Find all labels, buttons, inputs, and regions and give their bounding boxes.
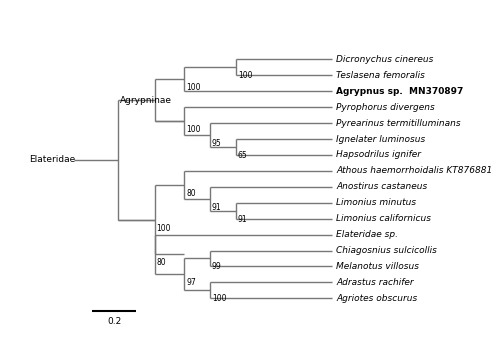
Text: Teslasena femoralis: Teslasena femoralis xyxy=(336,71,425,80)
Text: 91: 91 xyxy=(212,203,222,212)
Text: 99: 99 xyxy=(212,262,222,272)
Text: Pyrearinus termitilluminans: Pyrearinus termitilluminans xyxy=(336,119,461,127)
Text: 80: 80 xyxy=(186,189,196,198)
Text: 80: 80 xyxy=(156,258,166,268)
Text: 100: 100 xyxy=(212,294,226,303)
Text: Elateridae: Elateridae xyxy=(29,155,76,164)
Text: Hapsodrilus ignifer: Hapsodrilus ignifer xyxy=(336,151,422,159)
Text: Anostirus castaneus: Anostirus castaneus xyxy=(336,182,428,191)
Text: Chiagosnius sulcicollis: Chiagosnius sulcicollis xyxy=(336,246,437,255)
Text: 100: 100 xyxy=(186,125,200,134)
Text: Ignelater luminosus: Ignelater luminosus xyxy=(336,135,426,143)
Text: 0.2: 0.2 xyxy=(107,317,122,327)
Text: Athous haemorrhoidalis KT876881: Athous haemorrhoidalis KT876881 xyxy=(336,167,492,175)
Text: Agrypnus sp.  MN370897: Agrypnus sp. MN370897 xyxy=(336,87,464,96)
Text: Agrypninae: Agrypninae xyxy=(120,96,172,105)
Text: 95: 95 xyxy=(212,139,222,148)
Text: Dicronychus cinereus: Dicronychus cinereus xyxy=(336,55,434,64)
Text: Agriotes obscurus: Agriotes obscurus xyxy=(336,294,417,303)
Text: Limonius californicus: Limonius californicus xyxy=(336,214,432,223)
Text: Limonius minutus: Limonius minutus xyxy=(336,198,416,207)
Text: 91: 91 xyxy=(238,215,248,224)
Text: Adrastus rachifer: Adrastus rachifer xyxy=(336,278,414,287)
Text: 65: 65 xyxy=(238,151,248,160)
Text: 97: 97 xyxy=(186,278,196,287)
Text: 100: 100 xyxy=(156,224,171,233)
Text: Melanotus villosus: Melanotus villosus xyxy=(336,262,419,271)
Text: 100: 100 xyxy=(238,71,252,80)
Text: Pyrophorus divergens: Pyrophorus divergens xyxy=(336,103,435,111)
Text: Elateridae sp.: Elateridae sp. xyxy=(336,230,398,239)
Text: 100: 100 xyxy=(186,83,200,92)
